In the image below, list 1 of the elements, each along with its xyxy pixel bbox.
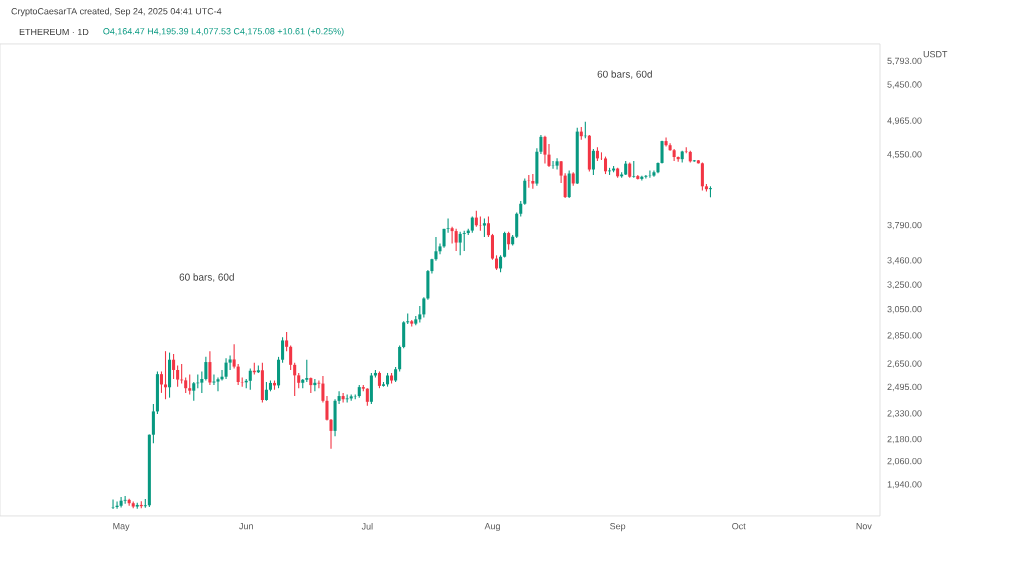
candlestick xyxy=(632,160,636,179)
